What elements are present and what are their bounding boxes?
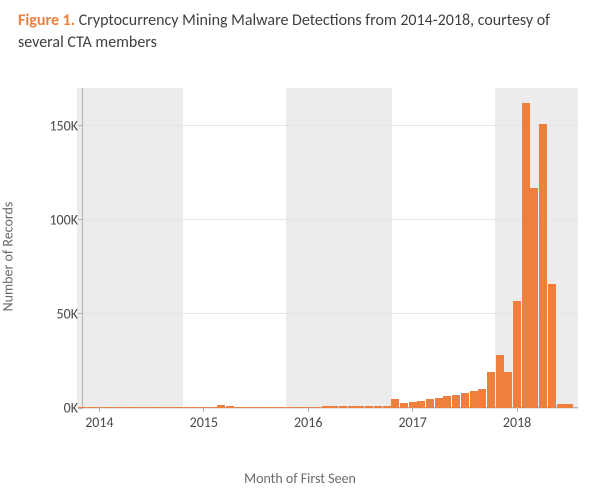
y-tick-label: 150K [49,117,78,134]
bar [348,406,356,408]
bar [243,407,251,408]
bar [383,406,391,408]
bar [165,407,173,408]
x-tick-label: 2016 [294,414,322,431]
bar [548,284,556,408]
bar [156,407,164,408]
y-tick-label: 50K [57,305,78,322]
bar [122,407,130,408]
bar [113,407,121,408]
bar [330,406,338,408]
bar [400,403,408,408]
bar [417,401,425,408]
x-tick-label: 2018 [503,414,531,431]
bar [487,372,495,408]
bar [252,407,260,408]
x-tick-mark [308,407,309,412]
bar [374,406,382,408]
bar [322,406,330,408]
bar [217,405,225,408]
bar [557,404,565,408]
bar [339,406,347,408]
bar [235,407,243,408]
bars-layer [82,88,578,408]
bar [313,407,321,408]
bar [139,407,147,408]
bar [539,124,547,408]
bar [496,355,504,408]
bar [182,407,190,408]
figure-container: Figure 1. Cryptocurrency Mining Malware … [0,0,600,501]
x-tick-label: 2015 [190,414,218,431]
x-tick-mark [412,407,413,412]
x-tick-mark [517,407,518,412]
bar [530,188,538,408]
x-tick-mark [203,407,204,412]
bar [504,372,512,408]
bar [78,407,86,408]
y-tick-label: 0K [64,400,78,417]
bar [269,407,277,408]
bar [522,103,530,408]
bar [443,396,451,408]
bar [104,407,112,408]
bar [461,393,469,408]
bar [470,391,478,408]
bar [148,407,156,408]
figure-title: Figure 1. Cryptocurrency Mining Malware … [18,10,580,55]
figure-title-text: Cryptocurrency Mining Malware Detections… [18,11,550,52]
bar [87,407,95,408]
bar [356,406,364,408]
bar [391,399,399,408]
bar [565,404,573,408]
bar [130,407,138,408]
bar [191,407,199,408]
bar [287,407,295,408]
x-tick-label: 2017 [398,414,426,431]
bar [209,407,217,408]
bar [174,407,182,408]
bar [513,301,521,408]
bar [426,399,434,408]
bar [452,395,460,408]
bar [296,407,304,408]
figure-label: Figure 1. [18,11,75,30]
y-axis-title: Number of Records [0,202,17,312]
bar [435,398,443,408]
x-tick-mark [99,407,100,412]
x-tick-label: 2014 [85,414,113,431]
x-axis-title: Month of First Seen [0,470,600,487]
y-tick-label: 100K [49,211,78,228]
bar [478,389,486,408]
bar [365,406,373,408]
bar [226,406,234,408]
bar [278,407,286,408]
bar [261,407,269,408]
